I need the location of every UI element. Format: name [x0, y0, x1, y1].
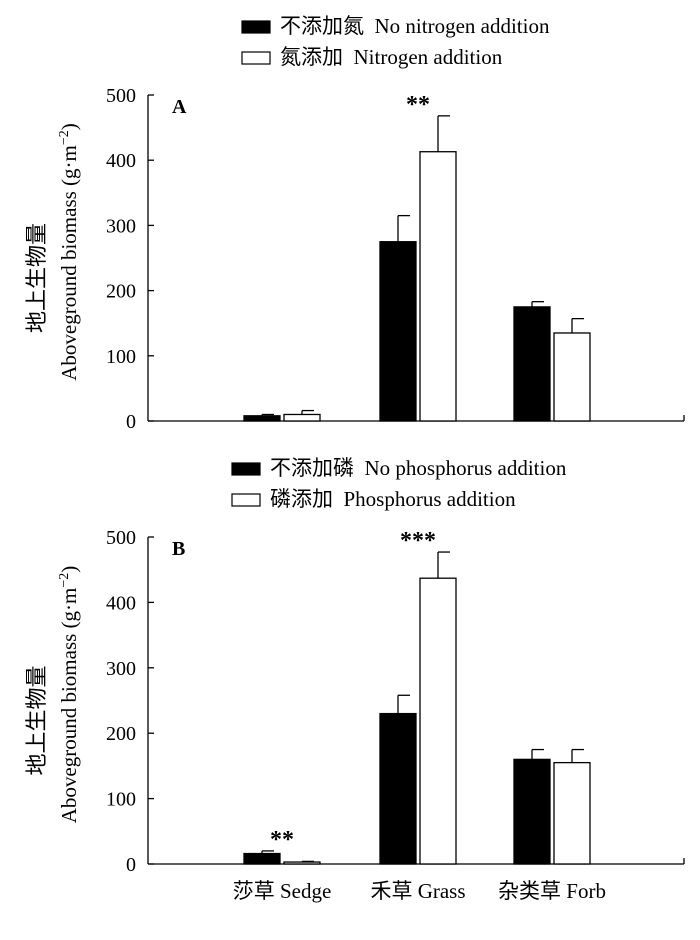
- panel-b: 不添加磷 No phosphorus addition 磷添加 Phosphoru…: [24, 456, 685, 903]
- x-category-label: 杂类草 Forb: [498, 879, 606, 903]
- legend-swatch: [231, 493, 261, 507]
- y-tick-label: 400: [106, 150, 136, 172]
- y-tick-label: 200: [106, 281, 136, 303]
- y-tick-label: 100: [106, 346, 136, 368]
- bar: [243, 852, 281, 865]
- y-tick-label: 300: [106, 658, 136, 680]
- y-tick-label: 0: [126, 854, 136, 876]
- bar: [553, 332, 591, 422]
- bar: [243, 415, 281, 422]
- legend-swatch: [241, 20, 271, 34]
- x-category-label: 禾草 Grass: [370, 879, 465, 903]
- panel-label: A: [172, 96, 187, 118]
- bar: [553, 761, 591, 865]
- y-axis-label-en: Aboveground biomass (g·m−2): [57, 123, 81, 381]
- bar: [283, 861, 321, 865]
- bar: [419, 577, 457, 865]
- significance-label: **: [270, 827, 294, 853]
- bar: [419, 151, 457, 422]
- bar: [513, 306, 551, 422]
- x-category-label: 莎草 Sedge: [233, 879, 332, 903]
- y-tick-label: 200: [106, 723, 136, 745]
- significance-label: ***: [400, 528, 436, 554]
- panel-label: B: [172, 538, 185, 560]
- bar: [379, 241, 417, 422]
- y-tick-label: 300: [106, 215, 136, 237]
- y-tick-label: 0: [126, 411, 136, 433]
- y-axis-label-en: Aboveground biomass (g·m−2): [57, 566, 81, 824]
- y-tick-label: 500: [106, 527, 136, 549]
- y-axis-label-cn: 地上生物量: [24, 665, 49, 775]
- bar: [379, 712, 417, 865]
- y-tick-label: 500: [106, 85, 136, 107]
- y-tick-label: 100: [106, 789, 136, 811]
- bar: [283, 413, 321, 422]
- legend-label: 不添加磷 No phosphorus addition: [270, 456, 567, 480]
- y-tick-label: 400: [106, 592, 136, 614]
- significance-label: **: [406, 92, 430, 118]
- y-axis-label-cn: 地上生物量: [24, 223, 49, 333]
- bar: [513, 758, 551, 865]
- legend-label: 氮添加 Nitrogen addition: [280, 45, 503, 69]
- legend-label: 磷添加 Phosphorus addition: [270, 487, 516, 511]
- panel-a: 不添加氮 No nitrogen addition 氮添加 Nitrogen ad…: [24, 14, 685, 433]
- legend-swatch: [231, 462, 261, 476]
- legend-swatch: [241, 51, 271, 65]
- legend-label: 不添加氮 No nitrogen addition: [280, 14, 550, 38]
